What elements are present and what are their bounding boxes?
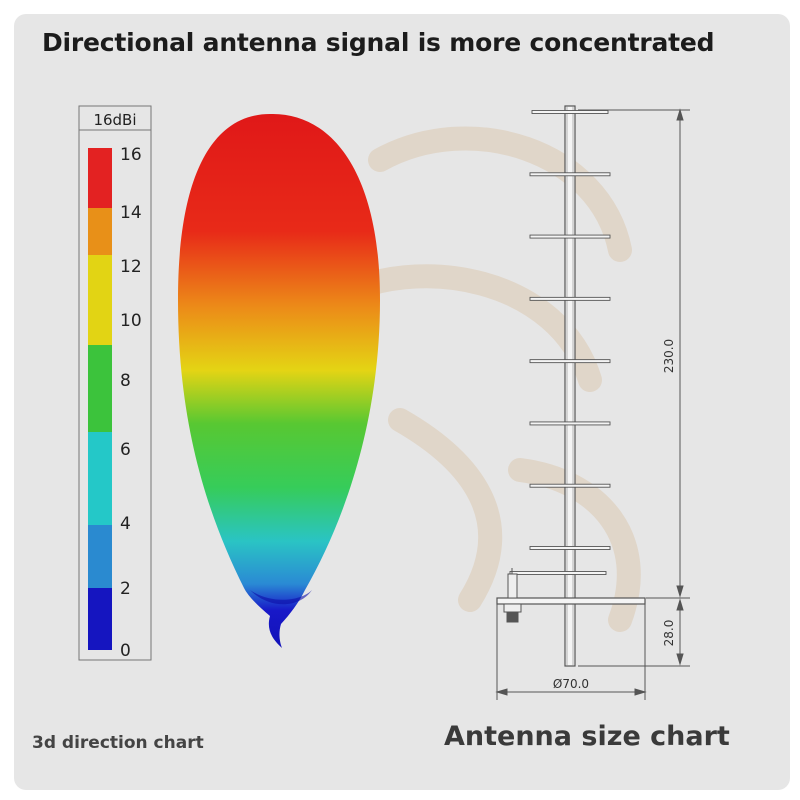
antenna-element: [529, 546, 611, 550]
direction-chart-caption: 3d direction chart: [32, 733, 204, 753]
base-height-dimension-label: 28.0: [662, 620, 676, 647]
legend-frame: [78, 105, 152, 661]
scale-color-band: [88, 208, 112, 255]
height-dimension-label: 230.0: [662, 339, 676, 373]
antenna-element: [529, 234, 611, 239]
image-panel: [14, 14, 790, 790]
antenna-element: [529, 359, 611, 364]
scale-tick-label: 8: [120, 371, 131, 391]
antenna-driven-element: [509, 571, 607, 575]
scale-tick-label: 12: [120, 257, 142, 277]
scale-color-band: [88, 588, 112, 650]
scale-tick-labels: 16 14 12 10 8 6 4 2 0: [120, 145, 142, 661]
antenna-connector: [503, 568, 522, 623]
antenna-element: [529, 296, 611, 301]
scale-color-band: [88, 345, 112, 432]
scale-tick-label: 2: [120, 579, 131, 599]
scale-color-band: [88, 432, 112, 525]
antenna-element: [529, 421, 611, 426]
color-scale-legend: 16dBi 16 14 12 10 8 6 4 2 0: [78, 105, 152, 661]
antenna-base-plate: [496, 597, 646, 605]
headline: Directional antenna signal is more conce…: [42, 28, 715, 57]
scale-color-band: [88, 148, 112, 208]
scale-tick-label: 16: [120, 145, 142, 165]
antenna-mast: [564, 105, 576, 667]
scale-unit-label: 16dBi: [93, 111, 136, 129]
scale-bars: [88, 148, 112, 650]
antenna-element: [531, 110, 609, 114]
scale-tick-label: 6: [120, 440, 131, 460]
scale-tick-label: 10: [120, 311, 142, 331]
diameter-dimension-label: Ø70.0: [553, 677, 589, 691]
height-dimension-line: [578, 108, 690, 667]
scale-color-band: [88, 255, 112, 345]
diameter-dimension-line: [495, 604, 647, 700]
radiation-pattern-lobe: [178, 113, 380, 648]
antenna-size-drawing: [495, 105, 690, 700]
antenna-element: [529, 172, 611, 177]
size-chart-caption: Antenna size chart: [444, 721, 730, 752]
scale-tick-label: 14: [120, 203, 142, 223]
antenna-elements: [509, 110, 611, 575]
scale-tick-label: 0: [120, 641, 131, 661]
scale-color-band: [88, 525, 112, 588]
antenna-element: [529, 483, 611, 488]
scale-tick-label: 4: [120, 514, 131, 534]
